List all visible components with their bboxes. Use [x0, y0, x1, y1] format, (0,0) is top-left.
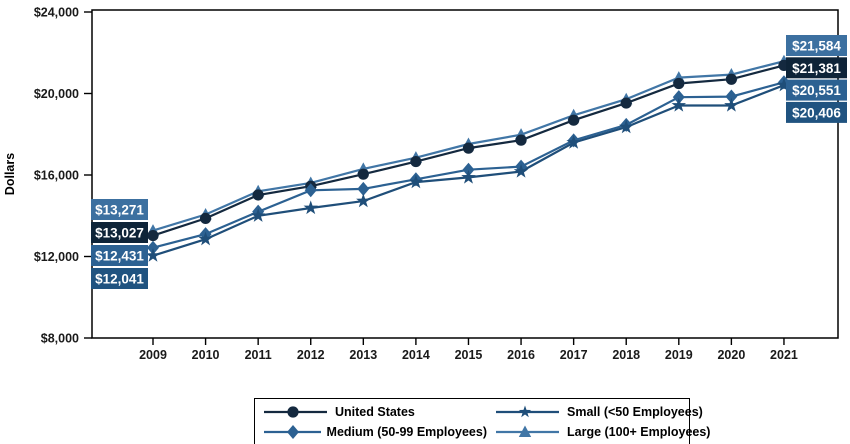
legend-circle-icon	[264, 405, 327, 418]
marker-star-small-50-employees-2009	[145, 248, 161, 262]
marker-diamond-medium-50-99-employees-2019	[672, 90, 685, 105]
svg-text:$20,551: $20,551	[792, 83, 841, 98]
legend-marker	[518, 405, 532, 417]
y-tick-label: $20,000	[34, 87, 79, 101]
marker-star-small-50-employees-2014	[408, 174, 424, 189]
x-tick-label: 2019	[665, 348, 693, 362]
y-tick-label: $24,000	[34, 6, 79, 20]
legend-label: Large (100+ Employees)	[567, 424, 711, 439]
y-tick-label: $12,000	[34, 250, 79, 264]
marker-star-small-50-employees-2016	[513, 163, 529, 178]
marker-circle-united-states-2009	[147, 229, 159, 242]
legend-star-icon	[496, 405, 559, 417]
x-tick-label: 2014	[402, 348, 430, 362]
end-value-label-small-50-employees: $20,406	[786, 101, 847, 123]
line-chart: $24,000 $20,000 $16,000 $12,000 $8,000 2009 20…	[3, 6, 847, 362]
start-value-label-large-100-employees: $13,271	[91, 199, 148, 220]
x-tick-label: 2021	[770, 348, 798, 362]
x-tick-label: 2012	[297, 348, 325, 362]
legend-item-united-states: United States	[263, 402, 487, 421]
x-tick-label: 2009	[139, 348, 167, 362]
legend-label: Medium (50-99 Employees)	[326, 424, 487, 439]
legend-marker	[287, 424, 299, 439]
marker-circle-united-states-2019	[673, 77, 685, 90]
end-value-label-united-states: $21,381	[786, 57, 847, 79]
svg-text:$21,381: $21,381	[792, 61, 841, 76]
start-value-label-small-50-employees: $12,041	[91, 268, 148, 289]
x-tick-label: 2015	[455, 348, 483, 362]
svg-text:$12,041: $12,041	[95, 272, 144, 287]
start-value-label-medium-50-99-employees: $12,431	[91, 245, 148, 266]
marker-diamond-medium-50-99-employees-2020	[725, 89, 738, 104]
legend-item-large-100-employees: Large (100+ Employees)	[495, 422, 710, 441]
legend-item-small-50-employees: Small (<50 Employees)	[495, 402, 710, 421]
chart-legend: United States Small (<50 Employees) Medium…	[254, 398, 710, 444]
marker-star-small-50-employees-2011	[250, 208, 266, 222]
legend-item-medium-50-99-employees: Medium (50-99 Employees)	[263, 422, 487, 441]
svg-text:$12,431: $12,431	[95, 249, 144, 264]
marker-diamond-medium-50-99-employees-2009	[147, 240, 159, 255]
marker-circle-united-states-2020	[725, 73, 737, 85]
marker-diamond-medium-50-99-employees-2012	[304, 183, 317, 198]
plot-frame	[91, 9, 839, 339]
legend-marker	[518, 425, 532, 437]
marker-diamond-medium-50-99-employees-2013	[357, 181, 370, 196]
marker-circle-united-states-2017	[568, 114, 580, 126]
marker-circle-united-states-2015	[462, 142, 475, 154]
marker-star-small-50-employees-2010	[198, 231, 213, 246]
x-tick-label: 2018	[612, 348, 640, 362]
legend-marker	[287, 405, 299, 418]
marker-star-small-50-employees-2019	[671, 97, 687, 112]
x-tick-label: 2011	[245, 348, 272, 362]
end-value-label-large-100-employees: $21,584	[786, 35, 847, 56]
marker-circle-united-states-2013	[357, 168, 369, 180]
marker-star-small-50-employees-2018	[618, 119, 634, 134]
svg-text:$13,271: $13,271	[95, 203, 144, 218]
x-tick-label: 2017	[560, 348, 588, 362]
marker-star-small-50-employees-2017	[566, 135, 581, 149]
marker-star-small-50-employees-2013	[356, 193, 371, 208]
marker-circle-united-states-2018	[620, 97, 632, 109]
marker-star-small-50-employees-2015	[461, 169, 476, 184]
y-axis-title: Dollars	[3, 153, 17, 195]
x-tick-label: 2020	[717, 348, 745, 362]
legend-triangle-icon	[496, 425, 559, 437]
svg-text:$21,584: $21,584	[792, 39, 841, 54]
marker-circle-united-states-2010	[199, 212, 212, 224]
svg-text:$13,027: $13,027	[95, 226, 144, 241]
marker-circle-united-states-2016	[515, 134, 527, 146]
start-value-label-united-states: $13,027	[91, 222, 148, 243]
x-tick-label: 2016	[507, 348, 535, 362]
legend-diamond-icon	[264, 424, 321, 439]
marker-star-small-50-employees-2021	[776, 77, 792, 92]
legend-label: Small (<50 Employees)	[567, 404, 703, 419]
marker-star-small-50-employees-2012	[303, 200, 318, 215]
marker-star-small-50-employees-2020	[724, 97, 739, 112]
y-tick-label: $8,000	[41, 332, 79, 346]
marker-circle-united-states-2011	[252, 189, 264, 201]
end-value-label-medium-50-99-employees: $20,551	[786, 79, 847, 101]
legend-label: United States	[335, 404, 415, 419]
svg-text:$20,406: $20,406	[792, 105, 841, 120]
marker-circle-united-states-2014	[410, 155, 422, 168]
marker-diamond-medium-50-99-employees-2015	[462, 162, 475, 177]
x-tick-label: 2013	[349, 348, 377, 362]
y-tick-label: $16,000	[34, 169, 79, 183]
x-tick-label: 2010	[192, 348, 220, 362]
